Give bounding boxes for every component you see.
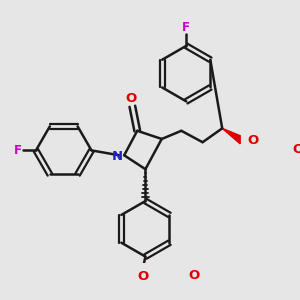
Text: O: O xyxy=(248,134,259,147)
Text: O: O xyxy=(137,270,148,283)
Text: O: O xyxy=(292,143,300,156)
Polygon shape xyxy=(222,128,240,144)
Text: O: O xyxy=(125,92,136,105)
Text: O: O xyxy=(189,269,200,282)
Text: N: N xyxy=(112,150,123,164)
Text: F: F xyxy=(14,144,22,157)
Text: F: F xyxy=(182,20,190,34)
